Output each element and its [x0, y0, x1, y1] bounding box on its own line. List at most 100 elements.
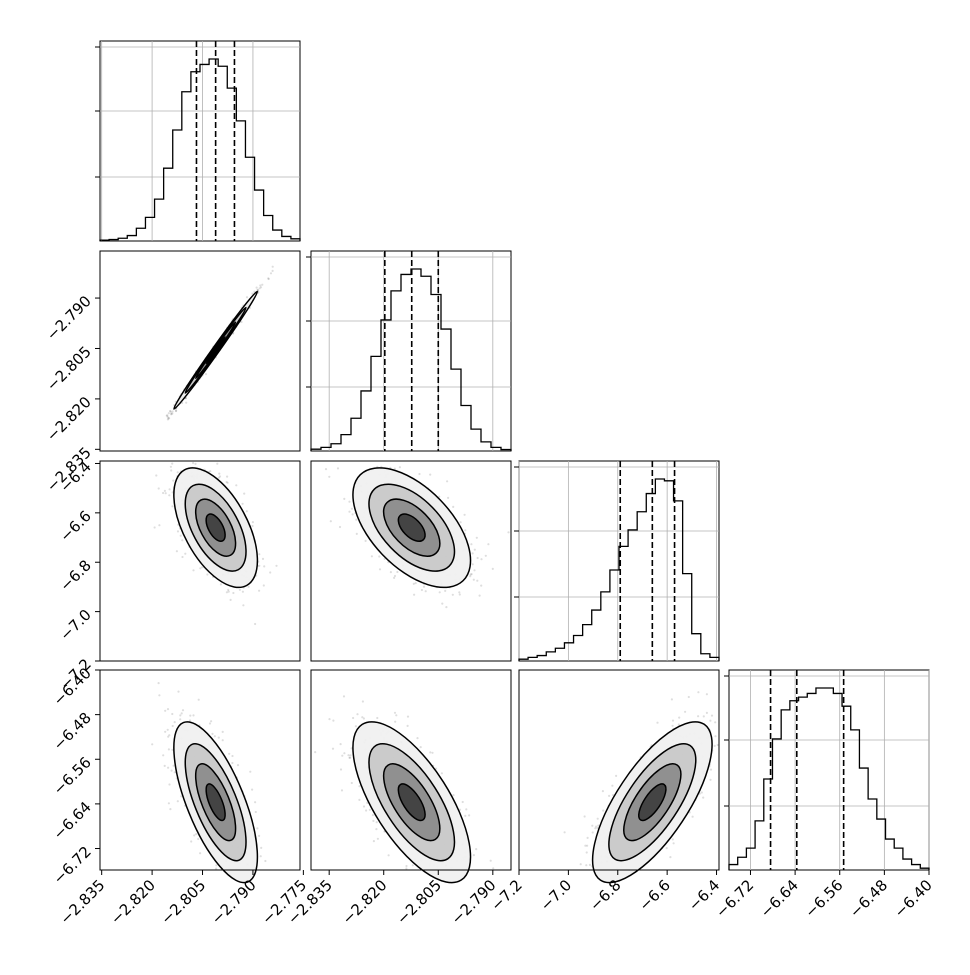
scatter-point [480, 558, 482, 560]
scatter-point [172, 725, 174, 727]
scatter-point [259, 284, 261, 286]
scatter-point [228, 591, 230, 593]
scatter-point [258, 590, 260, 592]
scatter-point [390, 571, 392, 573]
scatter-point [587, 837, 589, 839]
scatter-point [697, 691, 699, 693]
scatter-point [332, 748, 334, 750]
scatter-point [706, 693, 708, 695]
scatter-point [611, 785, 613, 787]
scatter-point [154, 526, 156, 528]
scatter-point [242, 503, 244, 505]
scatter-point [237, 764, 239, 766]
scatter-point [173, 765, 175, 767]
scatter-point [328, 718, 330, 720]
scatter-point [485, 555, 487, 557]
hist-panel-3 [724, 670, 929, 870]
scatter-point [181, 539, 183, 541]
scatter-point [168, 417, 170, 419]
scatter-point [361, 716, 363, 718]
scatter-point [170, 466, 172, 468]
scatter-point [164, 765, 166, 767]
scatter-point [177, 691, 179, 693]
scatter-point [164, 490, 166, 492]
scatter-point [172, 410, 174, 412]
scatter-point [231, 762, 233, 764]
scatter-point [429, 751, 431, 753]
scatter-point [472, 563, 474, 565]
scatter-point [416, 737, 418, 739]
scatter-point [262, 558, 264, 560]
scatter-point [205, 373, 207, 375]
scatter-point [365, 540, 367, 542]
scatter-bg-1-0 [100, 251, 300, 451]
scatter-point [258, 565, 260, 567]
scatter-point [330, 520, 332, 522]
hist-panel-0 [95, 41, 300, 241]
scatter-point [464, 815, 466, 817]
scatter-point [256, 287, 258, 289]
scatter-point [270, 272, 272, 274]
scatter-point [473, 569, 475, 571]
scatter-point [239, 589, 241, 591]
scatter-point [190, 840, 192, 842]
hist-step-3 [729, 688, 929, 870]
scatter-point [507, 531, 509, 533]
scatter-point [602, 790, 604, 792]
scatter-point [476, 537, 478, 539]
scatter-point [222, 731, 224, 733]
scatter-point [472, 552, 474, 554]
scatter-point [405, 865, 407, 867]
scatter-point [180, 535, 182, 537]
scatter-point [376, 821, 378, 823]
scatter-point [177, 471, 179, 473]
scatter-point [251, 789, 253, 791]
scatter-panel-3-2 [519, 670, 734, 900]
scatter-point [192, 569, 194, 571]
scatter-point [228, 753, 230, 755]
scatter-point [706, 712, 708, 714]
scatter-point [155, 474, 157, 476]
scatter-point [166, 414, 168, 416]
scatter-point [363, 805, 365, 807]
hist-panel-1 [306, 251, 511, 451]
scatter-point [169, 488, 171, 490]
scatter-point [407, 725, 409, 727]
scatter-point [254, 623, 256, 625]
scatter-point [206, 573, 208, 575]
scatter-point [215, 868, 217, 870]
scatter-point [242, 604, 244, 606]
scatter-point [418, 473, 420, 475]
scatter-point [584, 815, 586, 817]
scatter-point [688, 696, 690, 698]
scatter-point [214, 735, 216, 737]
scatter-point [376, 717, 378, 719]
scatter-point [185, 402, 187, 404]
scatter-point [182, 709, 184, 711]
scatter-point [439, 591, 441, 593]
scatter-point [340, 768, 342, 770]
scatter-point [343, 498, 345, 500]
scatter-point [602, 810, 604, 812]
scatter-point [337, 467, 339, 469]
scatter-point [167, 767, 169, 769]
scatter-point [268, 278, 270, 280]
scatter-point [445, 606, 447, 608]
scatter-point [608, 795, 610, 797]
hist-frame-3 [729, 670, 929, 870]
scatter-point [174, 721, 176, 723]
scatter-point [452, 594, 454, 596]
scatter-point [171, 770, 173, 772]
scatter-point [162, 754, 164, 756]
scatter-point [372, 820, 374, 822]
scatter-point [248, 586, 250, 588]
scatter-point [564, 831, 566, 833]
scatter-point [179, 718, 181, 720]
scatter-point [218, 737, 220, 739]
scatter-point [666, 847, 668, 849]
scatter-point [343, 695, 345, 697]
scatter-point [452, 506, 454, 508]
scatter-point [254, 801, 256, 803]
